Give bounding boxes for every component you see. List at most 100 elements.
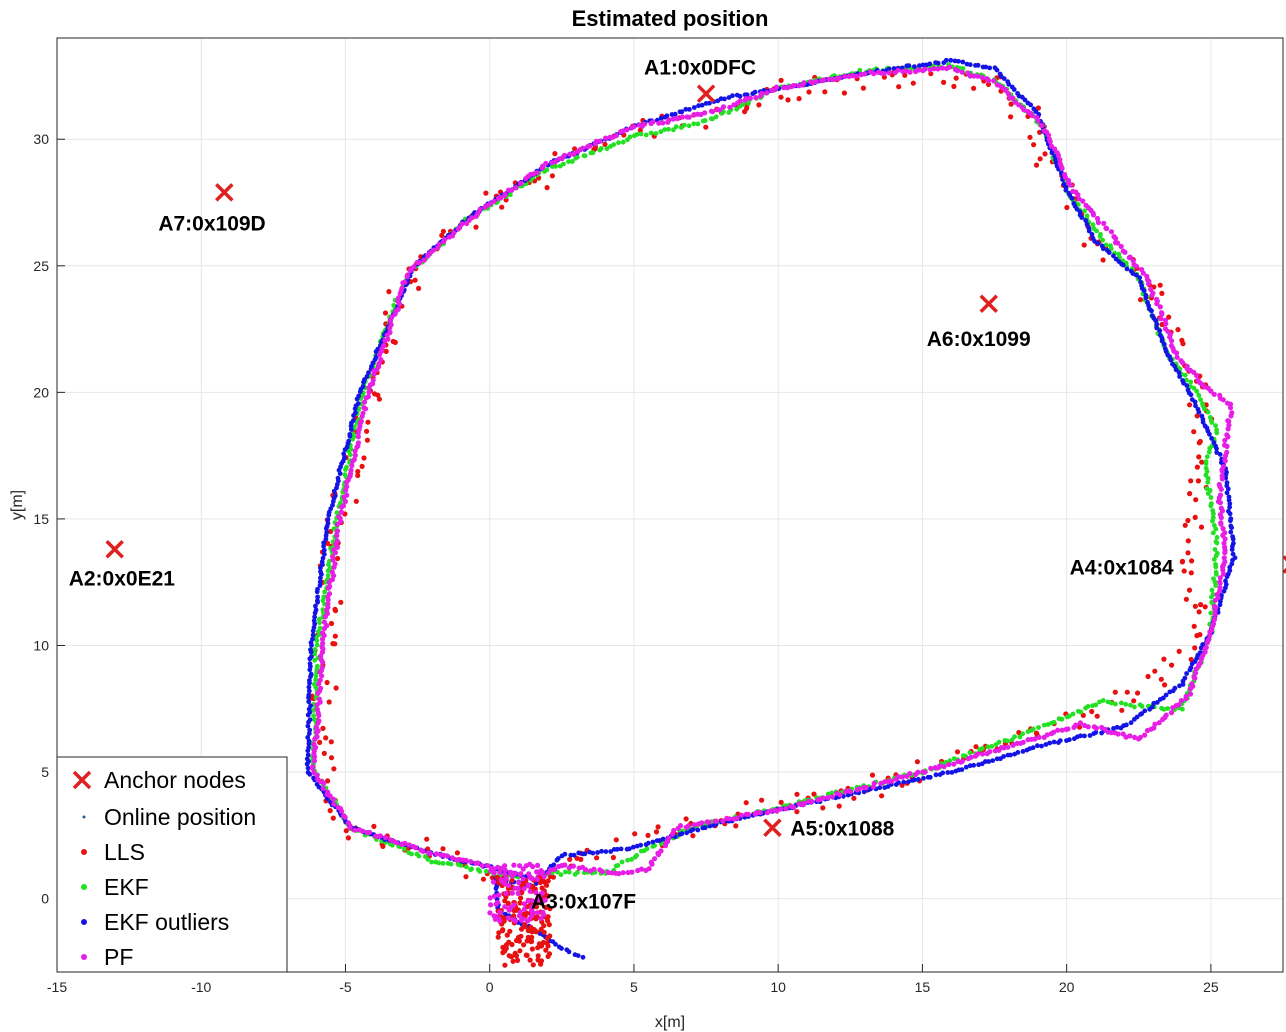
ekf-point bbox=[1184, 377, 1189, 383]
ekf-outlier-point bbox=[718, 96, 724, 102]
ekf-outlier-point bbox=[595, 850, 600, 855]
pf-point bbox=[1211, 391, 1217, 397]
pf-point bbox=[915, 67, 922, 73]
pf-point bbox=[935, 66, 941, 72]
lls-point bbox=[1064, 204, 1070, 211]
pf-point bbox=[381, 343, 387, 349]
lls-point bbox=[533, 916, 539, 922]
pf-point bbox=[318, 653, 324, 659]
pf-point bbox=[387, 329, 393, 335]
ekf-point bbox=[313, 673, 319, 679]
lls-point bbox=[530, 962, 536, 968]
legend-lls-label: LLS bbox=[104, 839, 145, 865]
pf-point bbox=[1021, 107, 1027, 113]
pf-point bbox=[518, 917, 525, 923]
lls-point bbox=[510, 913, 517, 919]
pf-point bbox=[468, 859, 474, 865]
ekf-point bbox=[1090, 703, 1095, 709]
ekf-outlier-point bbox=[1138, 712, 1143, 717]
ekf-outlier-point bbox=[1022, 97, 1028, 103]
pf-point bbox=[473, 860, 479, 866]
pf-point bbox=[311, 770, 317, 776]
ekf-point bbox=[710, 116, 715, 122]
ekf-outlier-point bbox=[587, 849, 592, 855]
y-tick-label: 30 bbox=[33, 131, 49, 147]
lls-point bbox=[1194, 413, 1200, 419]
ekf-point bbox=[334, 510, 340, 516]
ekf-point bbox=[627, 134, 633, 140]
ekf-point bbox=[1100, 237, 1106, 243]
ekf-outlier-point bbox=[611, 847, 617, 852]
ekf-outlier-point bbox=[893, 782, 899, 787]
pf-point bbox=[1014, 740, 1020, 747]
pf-point bbox=[451, 230, 457, 236]
lls-point bbox=[1027, 134, 1033, 140]
pf-point bbox=[747, 95, 754, 101]
lls-point bbox=[1135, 690, 1141, 696]
pf-point bbox=[1075, 192, 1081, 198]
pf-point bbox=[1156, 720, 1162, 726]
pf-point bbox=[1207, 632, 1213, 638]
lls-point bbox=[528, 924, 534, 931]
lls-point bbox=[954, 749, 961, 755]
pf-point bbox=[454, 857, 460, 863]
lls-point bbox=[1199, 459, 1205, 465]
pf-point bbox=[1174, 350, 1180, 356]
pf-point bbox=[597, 867, 603, 873]
pf-point bbox=[314, 706, 320, 713]
ekf-point bbox=[1214, 430, 1220, 436]
lls-point bbox=[851, 795, 857, 801]
ekf-outlier-point bbox=[1224, 490, 1230, 496]
pf-point bbox=[352, 452, 358, 458]
ekf-outlier-point bbox=[707, 823, 713, 829]
x-tick-label: 20 bbox=[1059, 979, 1075, 995]
ekf-outlier-point bbox=[1043, 742, 1049, 747]
y-tick-label: 20 bbox=[33, 384, 49, 400]
pf-point bbox=[1126, 255, 1132, 261]
pf-point bbox=[720, 104, 727, 110]
pf-point bbox=[506, 882, 512, 889]
pf-point bbox=[1163, 321, 1169, 327]
lls-point bbox=[1131, 698, 1137, 704]
pf-point bbox=[679, 114, 686, 120]
ekf-outlier-point bbox=[696, 103, 701, 109]
ekf-outlier-point bbox=[1047, 740, 1053, 746]
ekf-point bbox=[648, 130, 654, 136]
ekf-outlier-point bbox=[1180, 678, 1186, 684]
pf-point bbox=[1208, 388, 1214, 394]
pf-point bbox=[342, 498, 348, 504]
pf-point bbox=[539, 899, 545, 905]
ekf-point bbox=[1083, 705, 1088, 711]
pf-point bbox=[336, 514, 342, 520]
lls-point bbox=[332, 606, 338, 612]
pf-point bbox=[738, 812, 745, 818]
ekf-outlier-point bbox=[304, 756, 310, 762]
lls-point bbox=[1008, 101, 1014, 107]
pf-point bbox=[1082, 722, 1088, 729]
ekf-point bbox=[582, 153, 588, 159]
lls-point bbox=[382, 310, 389, 316]
ekf-point bbox=[643, 132, 649, 138]
lls-point bbox=[733, 823, 739, 829]
lls-point bbox=[333, 685, 339, 691]
ekf-point bbox=[348, 446, 354, 452]
x-tick-label: 0 bbox=[486, 979, 494, 995]
lls-point bbox=[331, 766, 337, 772]
ekf-outlier-point bbox=[1225, 486, 1231, 492]
ekf-outlier-point bbox=[994, 67, 1000, 73]
pf-point bbox=[1101, 220, 1107, 226]
ekf-outlier-point bbox=[315, 586, 320, 592]
lls-point bbox=[1185, 517, 1191, 524]
pf-point bbox=[862, 71, 868, 77]
ekf-outlier-point bbox=[933, 772, 939, 778]
lls-point bbox=[1186, 587, 1193, 593]
ekf-point bbox=[317, 620, 322, 626]
ekf-outlier-point bbox=[1091, 731, 1097, 736]
ekf-outlier-point bbox=[711, 823, 717, 828]
ekf-point bbox=[475, 867, 481, 873]
pf-point bbox=[1099, 724, 1105, 731]
lls-point bbox=[1193, 497, 1199, 503]
ekf-outlier-point bbox=[575, 953, 581, 958]
ekf-outlier-point bbox=[983, 64, 989, 70]
pf-point bbox=[1076, 196, 1082, 202]
